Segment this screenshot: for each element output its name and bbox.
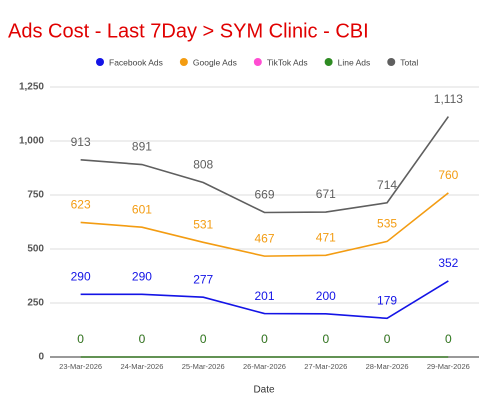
data-label: 671 [316, 187, 336, 201]
data-label: 669 [254, 188, 274, 202]
x-axis-label: Date [253, 385, 275, 396]
x-tick-label: 23-Mar-2026 [59, 362, 102, 371]
data-label: 0 [322, 332, 329, 346]
data-label: 0 [445, 332, 452, 346]
data-label: 0 [384, 332, 391, 346]
data-label: 0 [200, 332, 207, 346]
data-label: 760 [438, 168, 458, 182]
y-tick-label: 750 [27, 190, 44, 201]
legend-label: Facebook Ads [109, 57, 163, 67]
legend-marker [179, 58, 188, 66]
data-label: 0 [322, 332, 329, 346]
data-label: 808 [193, 158, 213, 172]
x-tick-label: 28-Mar-2026 [366, 362, 409, 371]
data-label: 0 [384, 332, 391, 346]
legend-marker [387, 58, 396, 66]
series-line [80, 280, 449, 320]
data-label: 277 [193, 272, 213, 286]
y-tick-label: 250 [27, 298, 44, 309]
y-tick-label: 1,000 [19, 136, 44, 147]
data-label: 714 [377, 178, 397, 192]
data-label: 290 [132, 270, 152, 284]
data-label: 471 [316, 230, 336, 244]
chart-title: Ads Cost - Last 7Day > SYM Clinic - CBI [8, 20, 369, 42]
data-label: 179 [377, 294, 397, 308]
data-label: 0 [445, 332, 452, 346]
legend-marker [253, 58, 262, 66]
data-label: 0 [261, 332, 268, 346]
y-tick-label: 0 [38, 352, 44, 363]
data-label: 0 [200, 332, 207, 346]
data-label: 891 [132, 140, 152, 154]
data-label: 601 [132, 202, 152, 216]
x-tick-label: 24-Mar-2026 [120, 362, 163, 371]
data-label: 531 [193, 217, 213, 231]
x-tick-label: 29-Mar-2026 [427, 362, 470, 371]
x-tick-label: 26-Mar-2026 [243, 362, 286, 371]
data-label: 1,113 [434, 92, 463, 106]
x-tick-label: 27-Mar-2026 [304, 362, 347, 371]
data-label: 0 [77, 332, 84, 346]
y-tick-label: 500 [27, 244, 44, 255]
legend-label: Line Ads [338, 57, 371, 67]
series-line [80, 116, 450, 214]
data-label: 352 [438, 256, 458, 270]
data-label: 623 [71, 198, 91, 212]
legend-label: Total [400, 57, 418, 67]
legend-label: Google Ads [193, 57, 237, 67]
data-label: 0 [139, 332, 146, 346]
data-label: 201 [254, 289, 274, 303]
data-label: 535 [377, 217, 397, 231]
legend-marker [96, 58, 104, 66]
y-tick-label: 1,250 [19, 82, 44, 93]
data-label: 200 [316, 289, 336, 303]
data-label: 467 [254, 231, 274, 245]
legend-marker [324, 58, 333, 66]
data-label: 0 [77, 332, 84, 346]
legend-label: TikTok Ads [267, 57, 308, 67]
data-label: 290 [71, 270, 91, 284]
x-tick-label: 25-Mar-2026 [182, 362, 225, 371]
series-line [80, 192, 449, 257]
data-label: 0 [261, 332, 268, 346]
data-label: 913 [71, 135, 91, 149]
data-label: 0 [139, 332, 146, 346]
